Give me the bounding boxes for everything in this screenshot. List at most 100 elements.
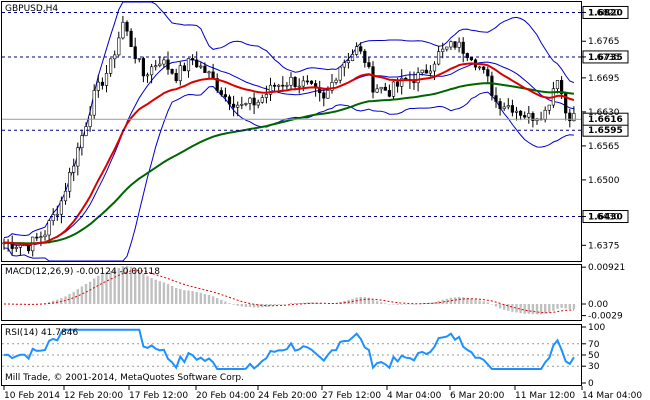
candle-body	[39, 236, 43, 238]
candle-body	[244, 103, 248, 105]
fast-ma-line	[4, 62, 575, 246]
candle-body	[572, 113, 576, 122]
rsi-tick-label: 70	[588, 340, 600, 350]
candle-body	[305, 80, 310, 83]
price-axis: 1.6820 1.6765 1.6735 1.6630 1.6565 1.6500 1.64…	[582, 8, 620, 251]
candle-body	[236, 104, 240, 108]
candle-body	[199, 65, 203, 68]
candle-body	[137, 58, 141, 60]
time-tick-label: 6 Mar 20:00	[450, 391, 505, 400]
price-tick-label: 1.6695	[588, 74, 620, 84]
price-tick-label: 1.6765	[588, 37, 620, 47]
macd-axis: 0.00921 0.00 -0.0029	[582, 263, 625, 322]
candle-body	[383, 86, 387, 91]
candle-body	[416, 72, 420, 84]
candle-body	[203, 65, 207, 73]
candle-body	[527, 113, 531, 118]
copyright-text: Mill Trade, © 2001-2014, MetaQuotes Soft…	[5, 373, 244, 383]
candle-body	[22, 244, 27, 247]
candle-body	[338, 66, 342, 81]
candle-body	[477, 66, 482, 69]
macd-tick-label: 0.00921	[588, 263, 625, 273]
candle-body	[215, 78, 219, 91]
candle-body	[260, 97, 264, 103]
candle-body	[178, 65, 182, 82]
price-level-label: 1.6595	[588, 126, 623, 136]
rsi-tick-label: 0	[588, 379, 594, 389]
candle-body	[117, 37, 121, 56]
candle-body	[350, 54, 355, 61]
price-tick-label: 1.6375	[588, 241, 620, 251]
price-levels: 1.6820 1.6735 1.6595 1.6430 1.6616	[2, 5, 629, 224]
candle-body	[461, 41, 465, 54]
candle-body	[219, 90, 223, 95]
candle-body	[154, 65, 158, 68]
macd-tick-label: -0.0029	[588, 312, 623, 322]
rsi-line	[2, 328, 581, 370]
macd-tick-label: 0.00	[588, 300, 608, 310]
price-tick-label: 1.6820	[588, 8, 620, 18]
candle-body	[375, 88, 379, 93]
candle-body	[248, 97, 252, 104]
candle-body	[84, 126, 88, 136]
price-level-label: 1.6430	[588, 213, 623, 223]
candle-body	[96, 81, 100, 91]
candle-body	[441, 48, 445, 52]
candle-body	[490, 75, 494, 96]
candle-body	[129, 30, 133, 48]
candle-body	[121, 21, 125, 39]
candle-body	[145, 74, 150, 77]
candle-body	[18, 244, 23, 248]
candle-body	[80, 135, 84, 149]
candle-body	[395, 81, 400, 87]
candle-body	[457, 41, 461, 48]
candle-body	[125, 21, 129, 32]
price-tick-label: 1.6430	[588, 213, 620, 223]
candle-body	[568, 112, 572, 122]
candle-body	[502, 106, 506, 109]
candle-body	[88, 114, 92, 127]
candle-body	[486, 69, 490, 77]
candle-body	[277, 84, 281, 87]
candle-body	[191, 58, 195, 61]
candle-body	[449, 41, 453, 48]
macd-histogram	[4, 265, 576, 315]
candle-body	[469, 57, 474, 61]
candle-body	[133, 46, 137, 59]
candle-body	[293, 77, 297, 87]
candle-body	[285, 84, 289, 87]
candle-body	[301, 80, 305, 87]
time-tick-label: 12 Feb 20:00	[64, 391, 123, 400]
price-tick-label: 1.6735	[588, 53, 620, 63]
candle-body	[264, 94, 269, 98]
candle-body	[14, 247, 18, 249]
current-price-label: 1.6616	[588, 115, 623, 125]
candle-body	[186, 58, 191, 72]
candle-body	[453, 41, 457, 48]
candle-body	[510, 105, 515, 113]
time-tick-label: 17 Feb 12:00	[129, 391, 188, 400]
rsi-title: RSI(14) 41.7846	[5, 328, 78, 338]
candle-body	[223, 94, 228, 98]
candle-body	[104, 73, 109, 86]
candle-body	[150, 66, 154, 76]
macd-signal-line	[4, 270, 574, 314]
candle-body	[240, 103, 244, 106]
candle-body	[547, 104, 551, 111]
candle-body	[297, 85, 301, 88]
candle-body	[76, 147, 80, 167]
rsi-tick-label: 100	[588, 323, 605, 333]
candle-body	[100, 81, 104, 86]
candle-body	[494, 95, 498, 102]
candle-body	[289, 77, 293, 86]
candle-body	[268, 84, 273, 95]
candle-body	[482, 66, 486, 70]
time-tick-label: 10 Feb 2014	[4, 391, 60, 400]
candle-body	[498, 101, 502, 109]
candle-body	[63, 190, 68, 202]
time-axis: 10 Feb 2014 12 Feb 20:00 17 Feb 12:00 20 Fe…	[3, 386, 642, 400]
candle-body	[47, 220, 51, 236]
candle-body	[182, 65, 187, 72]
candle-body	[523, 115, 527, 118]
